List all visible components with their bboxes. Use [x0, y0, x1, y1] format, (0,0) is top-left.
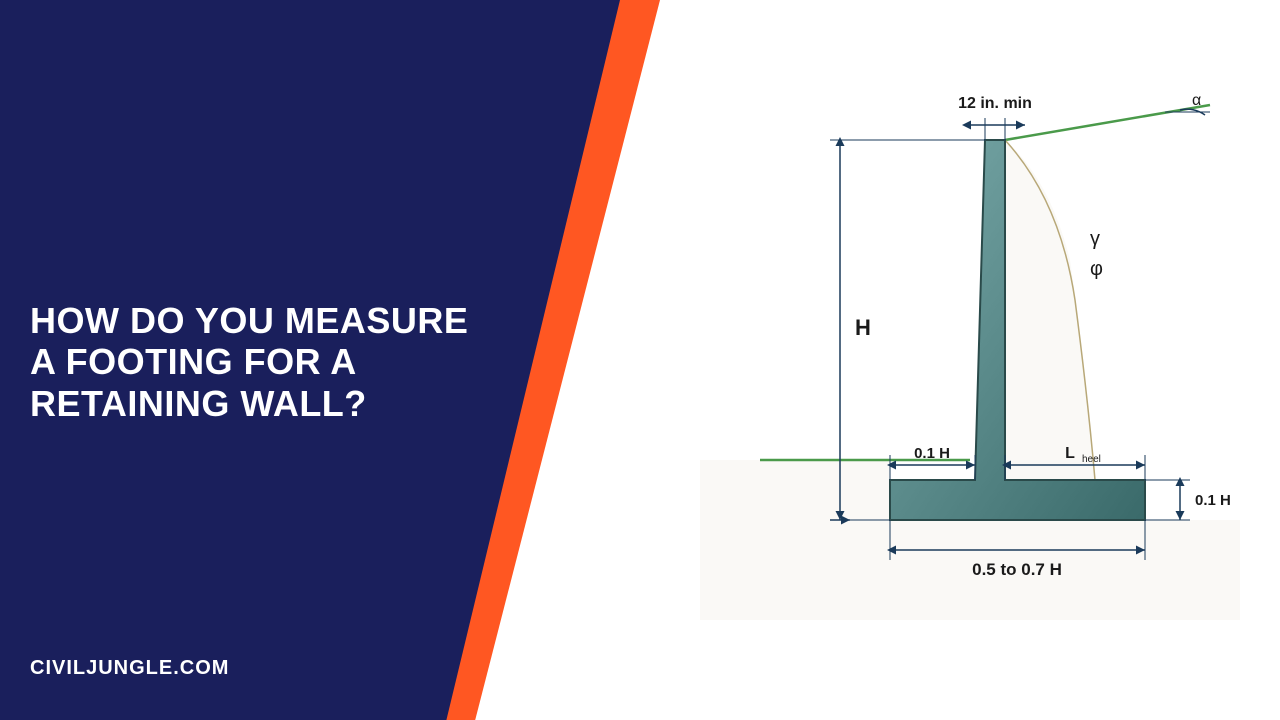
toe-width-label: 0.1 H: [914, 445, 950, 462]
height-label: H: [855, 315, 871, 340]
top-width-label: 12 in. min: [958, 95, 1032, 112]
retaining-wall-diagram: α 12 in. min H γ φ 0.1 H L heel 0.1 H: [700, 60, 1240, 620]
footing-thickness-label: 0.1 H: [1195, 492, 1231, 509]
diagram-svg: α 12 in. min H γ φ 0.1 H L heel 0.1 H: [700, 60, 1240, 620]
heel-label: L: [1065, 445, 1075, 462]
slope-line: [1005, 105, 1210, 140]
source-label: CIVILJUNGLE.COM: [30, 657, 229, 680]
heel-sub-label: heel: [1082, 454, 1101, 465]
gamma-label: γ: [1090, 228, 1100, 250]
page-title: HOW DO YOU MEASURE A FOOTING FOR A RETAI…: [30, 300, 470, 424]
base-width-label: 0.5 to 0.7 H: [972, 560, 1062, 579]
title-panel: HOW DO YOU MEASURE A FOOTING FOR A RETAI…: [0, 0, 620, 720]
alpha-label: α: [1192, 92, 1201, 109]
phi-label: φ: [1090, 258, 1103, 280]
soil-fill: [700, 140, 1240, 620]
